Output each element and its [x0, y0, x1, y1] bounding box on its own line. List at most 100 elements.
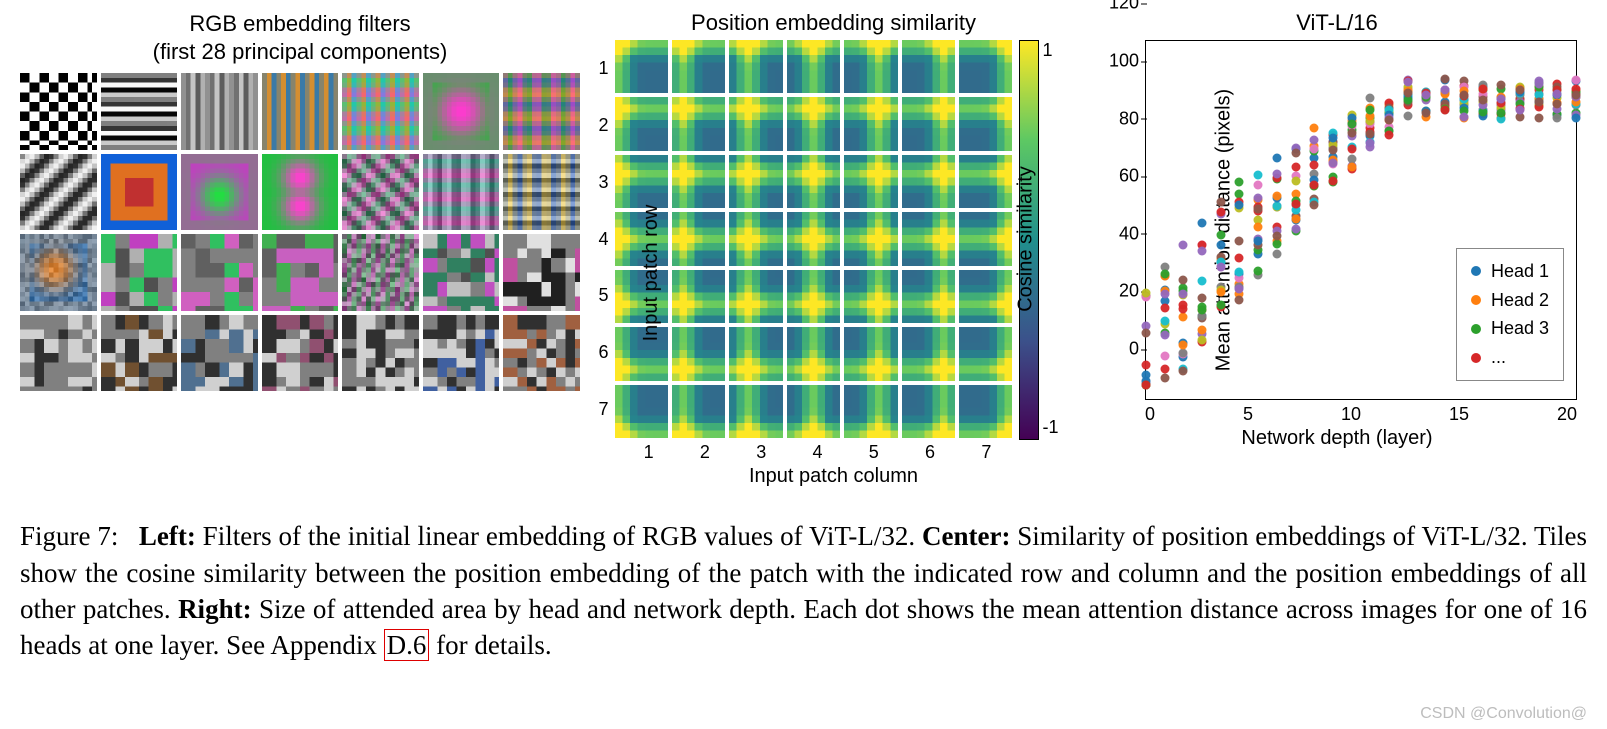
scatter-dot: [1160, 304, 1169, 313]
posemb-tile: [844, 327, 897, 380]
scatter-dot: [1179, 300, 1188, 309]
posemb-tile: [615, 40, 668, 93]
posemb-tile: [844, 40, 897, 93]
scatter-ytick: 0: [1129, 339, 1139, 360]
center-ytick: 5: [599, 285, 609, 306]
scatter-dot: [1160, 331, 1169, 340]
scatter-dot: [1179, 276, 1188, 285]
center-ytick: 4: [599, 229, 609, 250]
scatter-dot: [1216, 197, 1225, 206]
filter-tile: [423, 315, 500, 392]
legend-swatch: [1471, 324, 1481, 334]
filter-tile: [423, 234, 500, 311]
center-xaxis-label: Input patch column: [599, 465, 1069, 488]
posemb-tile: [729, 212, 782, 265]
scatter-dot: [1347, 163, 1356, 172]
scatter-xaxis-label: Network depth (layer): [1087, 427, 1587, 450]
scatter-dot: [1478, 95, 1487, 104]
scatter-ytick: 80: [1119, 108, 1139, 129]
scatter-yticks: 020406080100120: [1109, 10, 1143, 370]
scatter-dot: [1497, 80, 1506, 89]
scatter-dot: [1347, 144, 1356, 153]
filter-tile: [181, 234, 258, 311]
filter-tile: [20, 73, 97, 150]
filter-tile: [503, 234, 580, 311]
right-title: ViT-L/16: [1087, 10, 1587, 36]
center-xtick: 5: [869, 442, 879, 463]
scatter-dot: [1534, 79, 1543, 88]
scatter-dot: [1272, 240, 1281, 249]
posemb-tile: [844, 212, 897, 265]
center-title: Position embedding similarity: [599, 10, 1069, 36]
panel-left-filters: RGB embedding filters (first 28 principa…: [20, 10, 580, 391]
scatter-dot: [1310, 160, 1319, 169]
scatter-dot: [1142, 380, 1151, 389]
scatter-dot: [1198, 277, 1207, 286]
scatter-dot: [1272, 192, 1281, 201]
scatter-dot: [1403, 89, 1412, 98]
posemb-tile: [787, 385, 840, 438]
scatter-dot: [1179, 340, 1188, 349]
posemb-tile: [729, 155, 782, 208]
scatter-dot: [1142, 328, 1151, 337]
center-xtick: 6: [925, 442, 935, 463]
filter-tile: [181, 154, 258, 231]
center-xtick: 3: [756, 442, 766, 463]
scatter-dot: [1553, 113, 1562, 122]
scatter-dot: [1328, 177, 1337, 186]
center-ytick: 3: [599, 172, 609, 193]
center-yaxis-label: Input patch row: [639, 205, 662, 342]
posemb-tile: [787, 155, 840, 208]
scatter-dot: [1235, 201, 1244, 210]
colorbar: 1 -1 Cosine similarity: [1019, 40, 1069, 438]
scatter-ytick: 20: [1119, 281, 1139, 302]
scatter-dot: [1160, 364, 1169, 373]
left-title-line2: (first 28 principal components): [153, 39, 448, 64]
scatter-xtick: 0: [1145, 404, 1155, 425]
scatter-dot: [1291, 148, 1300, 157]
posemb-grid: [615, 40, 1013, 438]
scatter-dot: [1403, 111, 1412, 120]
center-ytick: 7: [599, 399, 609, 420]
posemb-tile: [844, 270, 897, 323]
legend-label: Head 2: [1491, 286, 1549, 315]
scatter-dot: [1198, 247, 1207, 256]
scatter-dot: [1160, 289, 1169, 298]
scatter-dot: [1160, 352, 1169, 361]
scatter-dot: [1142, 360, 1151, 369]
legend-swatch: [1471, 353, 1481, 363]
scatter-dot: [1216, 288, 1225, 297]
scatter-dot: [1422, 108, 1431, 117]
legend-row: Head 1: [1471, 257, 1549, 286]
scatter-dot: [1441, 86, 1450, 95]
filter-tile: [181, 315, 258, 392]
caption-figlabel: Figure 7:: [20, 521, 118, 551]
filter-tile: [101, 154, 178, 231]
posemb-tile: [902, 270, 955, 323]
legend-swatch: [1471, 266, 1481, 276]
scatter-dot: [1572, 91, 1581, 100]
posemb-tile: [959, 212, 1012, 265]
scatter-dot: [1366, 106, 1375, 115]
scatter-dot: [1459, 90, 1468, 99]
posemb-tile: [787, 327, 840, 380]
scatter-dot: [1441, 106, 1450, 115]
posemb-tile: [729, 327, 782, 380]
scatter-dot: [1179, 241, 1188, 250]
filter-tile: [262, 73, 339, 150]
scatter-xticks: 05101520: [1145, 400, 1577, 425]
scatter-dot: [1403, 78, 1412, 87]
scatter-dot: [1272, 154, 1281, 163]
scatter-dot: [1216, 300, 1225, 309]
legend-row: Head 3: [1471, 314, 1549, 343]
posemb-tile: [844, 385, 897, 438]
scatter-dot: [1198, 218, 1207, 227]
scatter-dot: [1179, 290, 1188, 299]
posemb-tile: [959, 385, 1012, 438]
scatter-dot: [1310, 136, 1319, 145]
scatter-dot: [1254, 266, 1263, 275]
appendix-link[interactable]: D.6: [384, 629, 430, 661]
scatter-dot: [1235, 254, 1244, 263]
scatter-dot: [1216, 263, 1225, 272]
filter-tile: [101, 73, 178, 150]
